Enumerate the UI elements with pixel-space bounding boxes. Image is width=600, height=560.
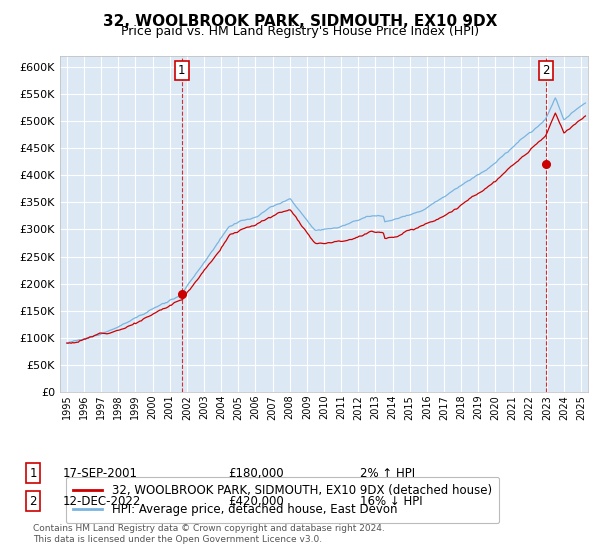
Text: 2% ↑ HPI: 2% ↑ HPI bbox=[360, 466, 415, 480]
Text: 12-DEC-2022: 12-DEC-2022 bbox=[63, 494, 142, 508]
Text: 1: 1 bbox=[178, 64, 185, 77]
Text: 17-SEP-2001: 17-SEP-2001 bbox=[63, 466, 138, 480]
Text: 32, WOOLBROOK PARK, SIDMOUTH, EX10 9DX: 32, WOOLBROOK PARK, SIDMOUTH, EX10 9DX bbox=[103, 14, 497, 29]
Text: Price paid vs. HM Land Registry's House Price Index (HPI): Price paid vs. HM Land Registry's House … bbox=[121, 25, 479, 38]
Legend: 32, WOOLBROOK PARK, SIDMOUTH, EX10 9DX (detached house), HPI: Average price, det: 32, WOOLBROOK PARK, SIDMOUTH, EX10 9DX (… bbox=[66, 477, 499, 523]
Text: Contains HM Land Registry data © Crown copyright and database right 2024.: Contains HM Land Registry data © Crown c… bbox=[33, 524, 385, 533]
Text: 2: 2 bbox=[29, 494, 37, 508]
Text: 2: 2 bbox=[542, 64, 550, 77]
Text: £180,000: £180,000 bbox=[228, 466, 284, 480]
Text: £420,000: £420,000 bbox=[228, 494, 284, 508]
Text: This data is licensed under the Open Government Licence v3.0.: This data is licensed under the Open Gov… bbox=[33, 535, 322, 544]
Text: 16% ↓ HPI: 16% ↓ HPI bbox=[360, 494, 422, 508]
Text: 1: 1 bbox=[29, 466, 37, 480]
